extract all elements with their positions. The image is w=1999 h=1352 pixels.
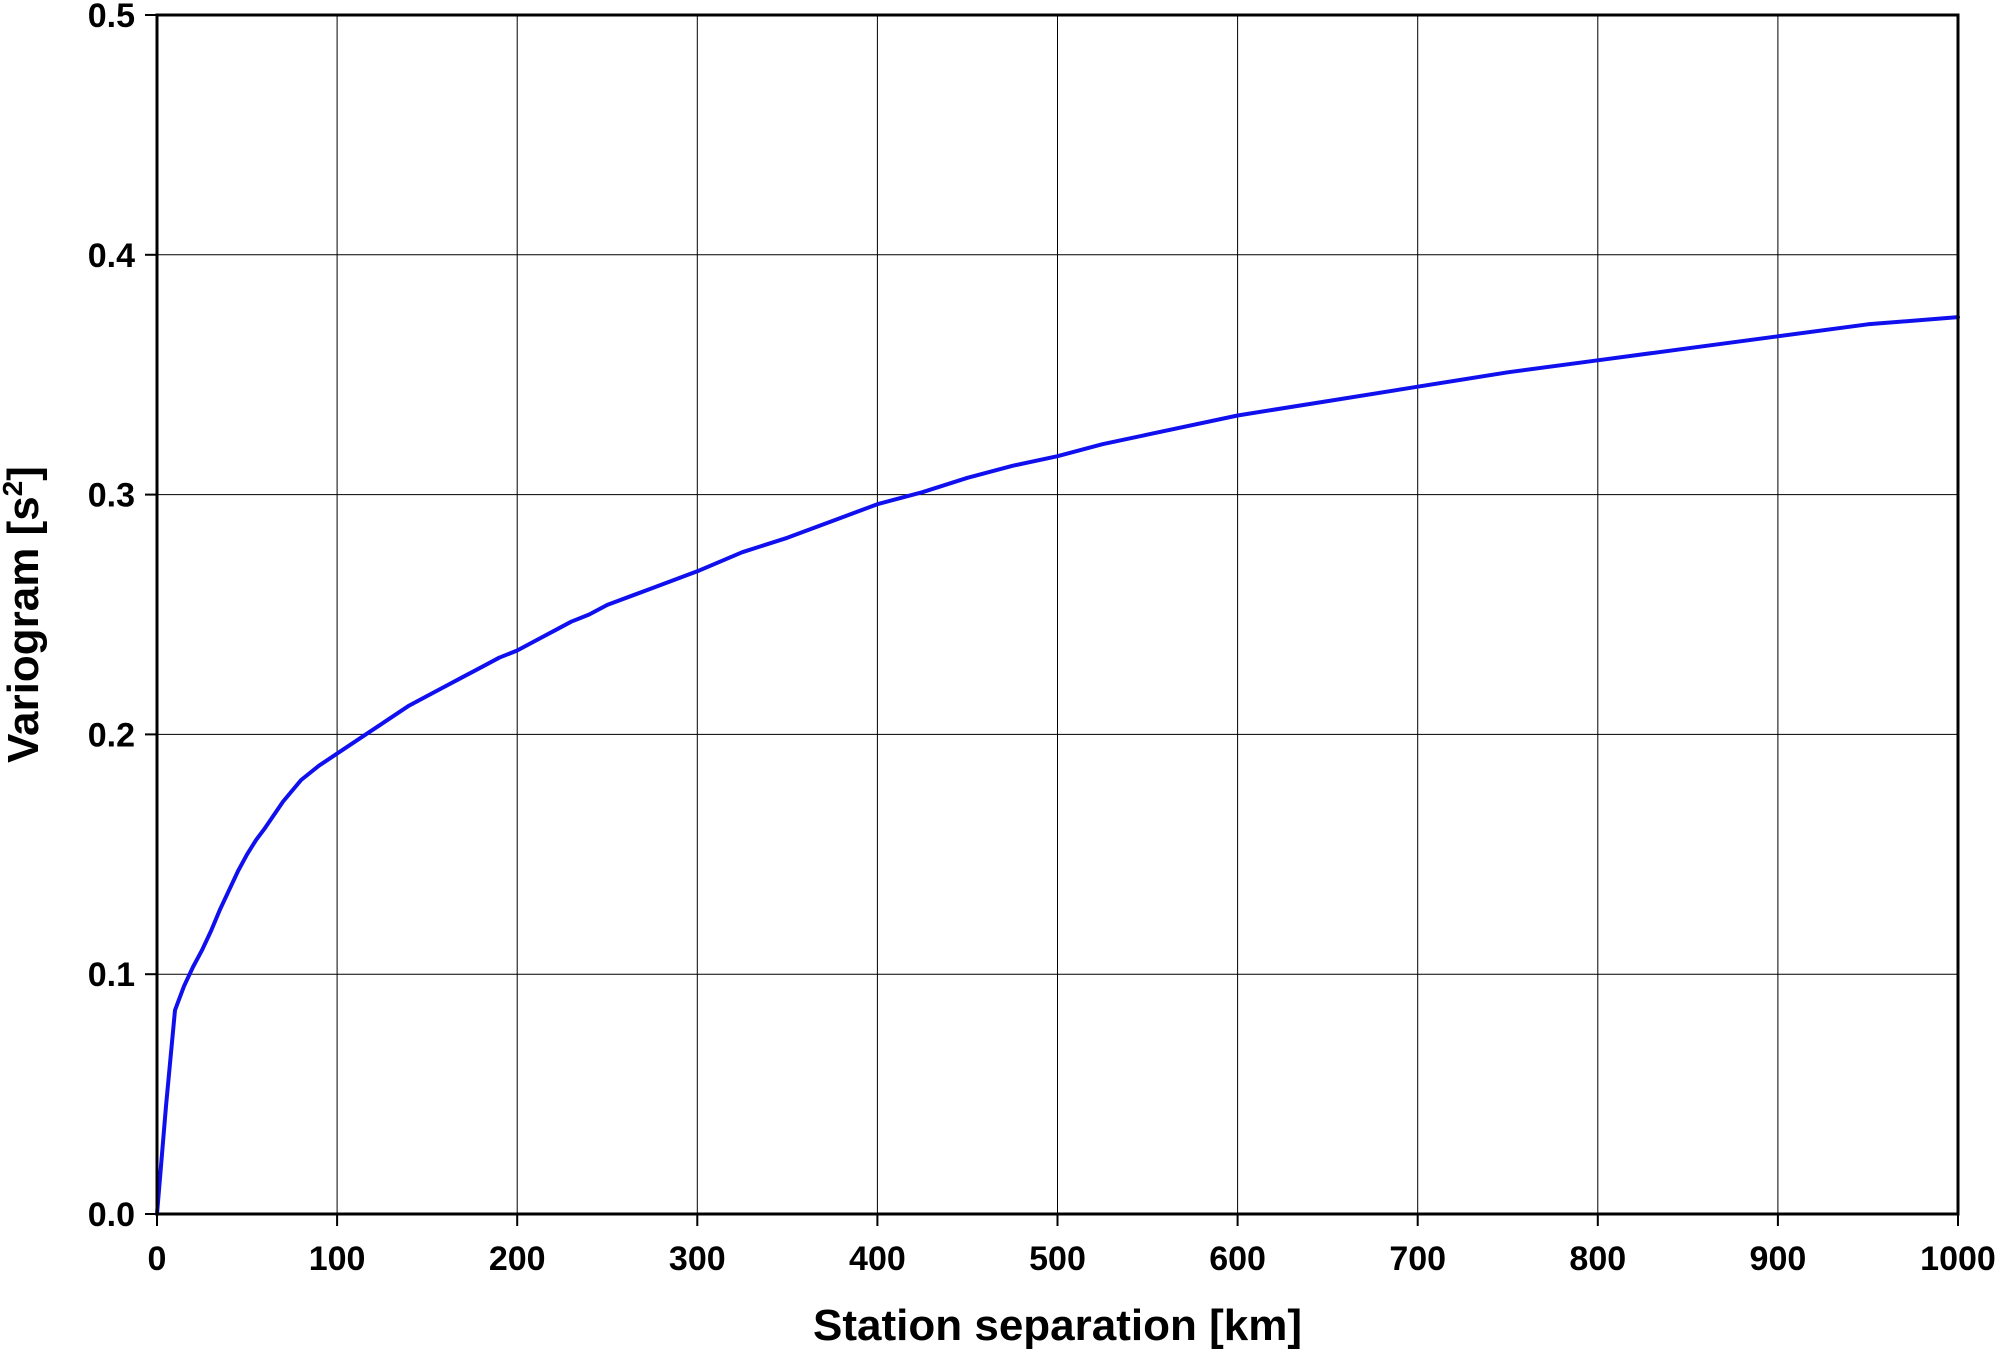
x-axis-tick-labels: 0 100 200 300 400 500 600 700 800 900 1000 xyxy=(148,1240,1996,1278)
x-tick-label: 600 xyxy=(1209,1240,1266,1278)
y-tick-label: 0.5 xyxy=(88,0,135,35)
x-tick-label: 700 xyxy=(1389,1240,1446,1278)
y-tick-label: 0.3 xyxy=(88,477,135,515)
x-tick-label: 100 xyxy=(309,1240,366,1278)
x-tick-label: 1000 xyxy=(1920,1240,1996,1278)
x-tick-label: 400 xyxy=(849,1240,906,1278)
grid-lines xyxy=(157,15,1958,1214)
x-tick-label: 500 xyxy=(1029,1240,1086,1278)
x-tick-label: 0 xyxy=(148,1240,167,1278)
x-tick-label: 200 xyxy=(489,1240,546,1278)
y-tick-label: 0.4 xyxy=(88,237,135,275)
y-axis-title: Variogram [s2] xyxy=(0,466,48,763)
axis-ticks xyxy=(145,14,1959,1226)
x-tick-label: 300 xyxy=(669,1240,726,1278)
x-axis-title: Station separation [km] xyxy=(813,1301,1302,1350)
x-tick-label: 800 xyxy=(1569,1240,1626,1278)
y-axis-tick-labels: 0.0 0.1 0.2 0.3 0.4 0.5 xyxy=(88,0,135,1234)
series-layer xyxy=(155,315,1960,1216)
x-tick-label: 900 xyxy=(1750,1240,1807,1278)
variogram-series-line xyxy=(155,315,1960,1216)
y-tick-label: 0.2 xyxy=(88,716,135,754)
y-tick-label: 0.1 xyxy=(88,956,135,994)
y-tick-label: 0.0 xyxy=(88,1196,135,1234)
y-axis-title-main: Variogram [s xyxy=(0,496,48,763)
y-axis-title-superscript: 2 xyxy=(0,481,28,497)
y-axis-title-suffix: ] xyxy=(0,466,48,481)
